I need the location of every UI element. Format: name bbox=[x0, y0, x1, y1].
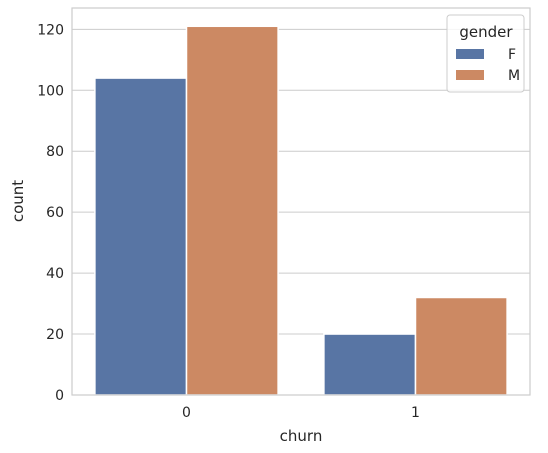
bar-F-0 bbox=[94, 77, 188, 396]
y-tick-label: 120 bbox=[37, 22, 64, 38]
legend-title: gender bbox=[459, 23, 513, 41]
y-axis-ticks: 0 20 40 60 80 100 120 bbox=[37, 22, 64, 404]
bar-M-1 bbox=[414, 296, 508, 396]
bar-M-0 bbox=[185, 25, 279, 396]
legend-label-M: M bbox=[508, 68, 520, 84]
plot-frame bbox=[71, 7, 531, 396]
y-tick-label: 80 bbox=[46, 144, 64, 160]
legend-swatch-F bbox=[456, 49, 484, 59]
x-tick-label: 0 bbox=[182, 405, 191, 421]
legend-swatch-M bbox=[456, 70, 484, 80]
y-tick-label: 40 bbox=[46, 266, 64, 282]
x-tick-label: 1 bbox=[411, 405, 420, 421]
legend-label-F: F bbox=[508, 47, 516, 63]
legend: gender FM bbox=[446, 14, 525, 93]
y-axis-label: count bbox=[9, 180, 27, 222]
y-tick-label: 100 bbox=[37, 83, 64, 99]
y-tick-label: 60 bbox=[46, 205, 64, 221]
y-tick-label: 20 bbox=[46, 327, 64, 343]
bar-F-1 bbox=[323, 333, 417, 396]
y-tick-label: 0 bbox=[55, 388, 64, 404]
x-axis-label: churn bbox=[280, 427, 323, 445]
bars bbox=[94, 25, 508, 396]
